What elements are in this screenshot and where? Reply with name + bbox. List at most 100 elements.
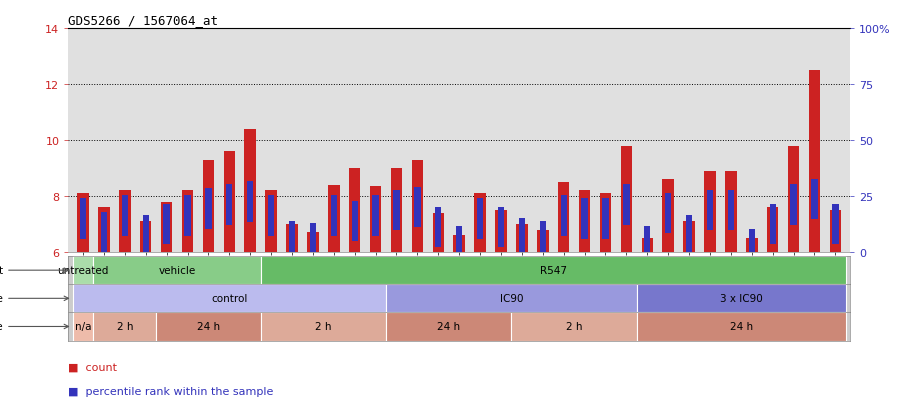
Text: IC90: IC90 bbox=[499, 294, 523, 304]
Bar bbox=[640, 238, 652, 252]
Bar bbox=[349, 169, 360, 252]
Bar bbox=[811, 179, 817, 219]
Bar bbox=[620, 146, 631, 252]
Bar bbox=[184, 196, 190, 236]
Bar bbox=[414, 188, 420, 228]
Bar bbox=[372, 196, 378, 236]
Bar bbox=[766, 208, 778, 252]
Bar bbox=[787, 146, 798, 252]
Bar bbox=[703, 171, 715, 252]
Bar bbox=[581, 199, 587, 239]
Bar bbox=[643, 227, 650, 267]
Bar bbox=[244, 129, 256, 252]
Bar bbox=[93, 256, 261, 285]
Bar bbox=[636, 285, 844, 313]
Text: time: time bbox=[0, 322, 68, 332]
Bar bbox=[829, 211, 840, 252]
Bar bbox=[516, 224, 527, 252]
Bar bbox=[77, 194, 88, 252]
Bar bbox=[661, 180, 673, 252]
Bar bbox=[411, 160, 423, 252]
Bar bbox=[453, 235, 465, 252]
Text: control: control bbox=[210, 294, 247, 304]
Bar bbox=[265, 191, 277, 252]
Text: dose: dose bbox=[0, 294, 68, 304]
Bar bbox=[226, 185, 232, 225]
Text: n/a: n/a bbox=[75, 322, 91, 332]
Bar bbox=[636, 313, 844, 341]
Bar bbox=[435, 207, 441, 247]
Bar bbox=[261, 256, 844, 285]
Bar bbox=[310, 224, 316, 264]
Text: R547: R547 bbox=[539, 266, 566, 275]
Bar bbox=[160, 202, 172, 252]
Text: 3 x IC90: 3 x IC90 bbox=[719, 294, 762, 304]
Text: 24 h: 24 h bbox=[729, 322, 752, 332]
Text: untreated: untreated bbox=[57, 266, 108, 275]
Bar bbox=[393, 190, 399, 230]
Bar bbox=[539, 221, 546, 261]
Bar bbox=[497, 207, 504, 247]
Bar bbox=[261, 313, 385, 341]
Bar bbox=[202, 160, 214, 252]
Bar bbox=[73, 313, 93, 341]
Bar bbox=[622, 185, 629, 225]
Bar bbox=[578, 191, 589, 252]
Bar bbox=[286, 224, 297, 252]
Bar bbox=[474, 194, 486, 252]
Bar bbox=[73, 285, 385, 313]
Bar bbox=[351, 202, 357, 242]
Text: 24 h: 24 h bbox=[197, 322, 220, 332]
Bar bbox=[156, 313, 261, 341]
Bar bbox=[390, 169, 402, 252]
Bar bbox=[495, 211, 507, 252]
Bar bbox=[558, 183, 568, 252]
Bar bbox=[790, 185, 796, 225]
Bar bbox=[100, 213, 107, 253]
Bar bbox=[181, 191, 193, 252]
Bar bbox=[139, 222, 151, 252]
Bar bbox=[682, 222, 694, 252]
Bar bbox=[205, 189, 211, 229]
Text: agent: agent bbox=[0, 266, 68, 275]
Bar bbox=[80, 199, 87, 239]
Bar bbox=[328, 185, 339, 252]
Bar bbox=[385, 285, 636, 313]
Text: 2 h: 2 h bbox=[117, 322, 133, 332]
Bar bbox=[98, 208, 109, 252]
Bar bbox=[748, 230, 754, 270]
Bar bbox=[601, 199, 608, 239]
Bar bbox=[432, 213, 444, 252]
Text: ■  percentile rank within the sample: ■ percentile rank within the sample bbox=[68, 387, 273, 396]
Bar bbox=[223, 152, 235, 252]
Bar bbox=[121, 196, 128, 236]
Bar bbox=[664, 193, 670, 233]
Bar bbox=[307, 233, 318, 252]
Bar bbox=[476, 199, 483, 239]
Bar bbox=[537, 230, 548, 252]
Bar bbox=[706, 190, 712, 230]
Bar bbox=[142, 216, 148, 256]
Bar bbox=[831, 204, 837, 244]
Text: GDS5266 / 1567064_at: GDS5266 / 1567064_at bbox=[68, 14, 218, 27]
Bar bbox=[119, 191, 130, 252]
Bar bbox=[511, 313, 636, 341]
Bar bbox=[268, 196, 274, 236]
Bar bbox=[370, 187, 381, 252]
Bar bbox=[456, 227, 462, 267]
Bar bbox=[518, 218, 525, 259]
Text: ■  count: ■ count bbox=[68, 362, 118, 372]
Text: 2 h: 2 h bbox=[565, 322, 582, 332]
Text: 2 h: 2 h bbox=[315, 322, 332, 332]
Text: 24 h: 24 h bbox=[436, 322, 460, 332]
Bar bbox=[769, 204, 775, 244]
Bar bbox=[163, 204, 169, 244]
Bar bbox=[724, 171, 736, 252]
Bar bbox=[745, 238, 757, 252]
Bar bbox=[331, 196, 336, 236]
Bar bbox=[93, 313, 156, 341]
Bar bbox=[73, 256, 93, 285]
Bar bbox=[727, 190, 733, 230]
Bar bbox=[560, 196, 567, 236]
Bar bbox=[385, 313, 511, 341]
